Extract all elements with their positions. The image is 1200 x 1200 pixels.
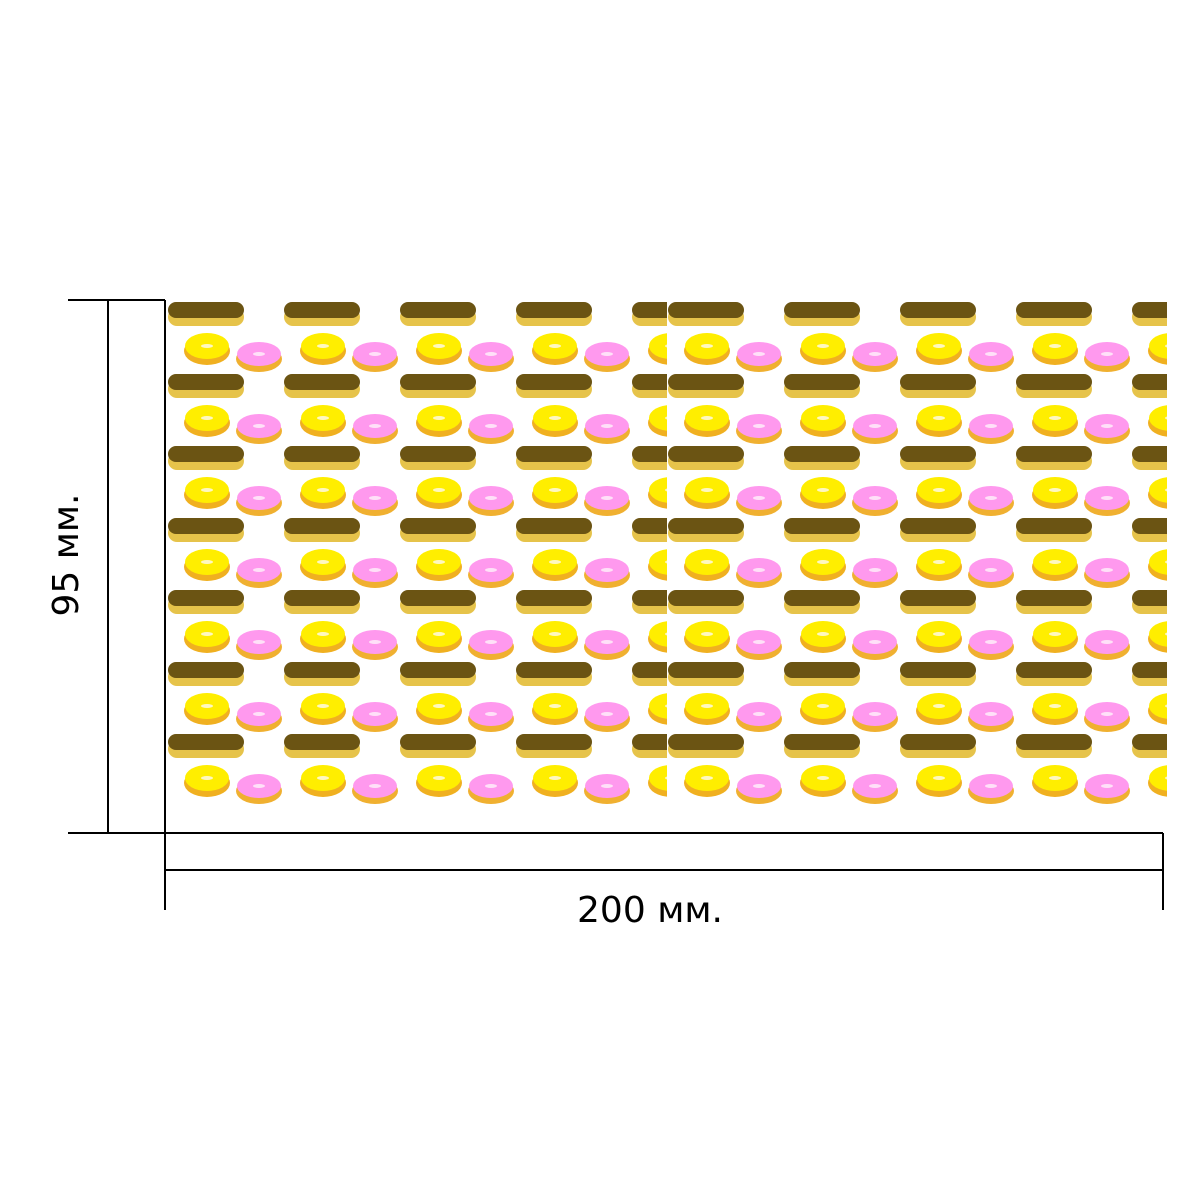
height-label: 95 мм.	[46, 493, 87, 616]
pattern-left	[166, 300, 667, 805]
width-label: 200 мм.	[577, 890, 723, 931]
pattern-right	[667, 300, 1167, 805]
